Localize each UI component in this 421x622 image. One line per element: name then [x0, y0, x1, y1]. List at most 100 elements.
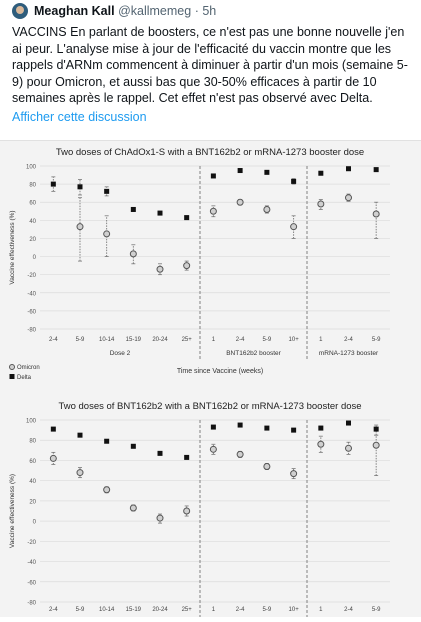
delta-point — [104, 438, 110, 444]
omicron-point — [183, 507, 191, 515]
x-tick-label: 25+ — [182, 337, 193, 343]
delta-point — [210, 173, 216, 179]
delta-point — [77, 432, 83, 438]
x-tick-label: 20-24 — [152, 337, 168, 343]
delta-point — [237, 168, 243, 174]
omicron-point — [129, 504, 137, 512]
delta-point — [157, 450, 163, 456]
delta-point — [318, 170, 324, 176]
y-tick-label: 60 — [29, 201, 36, 207]
y-tick-label: -80 — [27, 328, 36, 334]
y-tick-label: 20 — [29, 237, 36, 243]
y-tick-label: -60 — [27, 309, 36, 315]
x-tick-label: 1 — [319, 607, 323, 613]
x-tick-label: 5-9 — [76, 607, 85, 613]
y-tick-label: -80 — [27, 601, 36, 607]
x-tick-label: 5-9 — [372, 607, 381, 613]
tweet-text: VACCINS En parlant de boosters, ce n'est… — [12, 25, 408, 105]
y-tick-label: 0 — [33, 255, 37, 261]
legend-delta-label: Delta — [17, 375, 32, 381]
legend-omicron-label: Omicron — [17, 365, 40, 371]
x-tick-label: 2-4 — [49, 337, 58, 343]
omicron-point — [317, 440, 325, 448]
y-tick-label: -20 — [27, 273, 36, 279]
x-tick-label: 15-19 — [126, 337, 142, 343]
y-tick-label: 60 — [29, 459, 36, 465]
omicron-point — [76, 223, 84, 231]
omicron-point — [317, 200, 325, 208]
delta-point — [50, 426, 56, 432]
legend-delta-marker — [9, 374, 15, 379]
omicron-point — [263, 205, 271, 213]
y-tick-label: 0 — [33, 520, 37, 526]
delta-point — [77, 184, 83, 190]
y-axis-label: Vaccine effectiveness (%) — [9, 210, 16, 284]
delta-point — [237, 422, 243, 428]
tweet-header: Meaghan Kall @kallmemeg · 5h — [34, 4, 216, 19]
chart-title: Two doses of BNT162b2 with a BNT162b2 or… — [58, 401, 361, 412]
x-tick-label: 2-4 — [344, 337, 353, 343]
y-tick-label: 40 — [29, 479, 36, 485]
delta-point — [50, 181, 56, 187]
group-label: mRNA-1273 booster — [319, 350, 379, 357]
author-avatar[interactable] — [12, 3, 28, 19]
tweet-time[interactable]: 5h — [202, 4, 217, 18]
omicron-point — [345, 194, 352, 202]
group-label: BNT162b2 booster — [226, 350, 281, 357]
y-tick-label: 80 — [29, 439, 36, 445]
delta-point — [318, 425, 324, 431]
omicron-point — [103, 486, 111, 494]
x-axis-label: Time since Vaccine (weeks) — [177, 368, 263, 375]
y-tick-label: 80 — [29, 183, 36, 189]
delta-point — [210, 424, 216, 430]
y-tick-label: 100 — [26, 419, 37, 425]
delta-point — [291, 178, 297, 184]
chart-title: Two doses of ChAdOx1-S with a BNT162b2 o… — [56, 147, 364, 158]
delta-point — [130, 206, 136, 212]
x-tick-label: 2-4 — [236, 337, 245, 343]
effectiveness-charts: Two doses of ChAdOx1-S with a BNT162b2 o… — [9, 147, 390, 622]
omicron-point — [156, 514, 164, 522]
author-handle[interactable]: @kallmemeg — [118, 4, 192, 18]
x-tick-label: 10+ — [289, 337, 300, 343]
omicron-point — [129, 250, 137, 258]
omicron-point — [372, 210, 380, 218]
delta-point — [130, 443, 136, 449]
omicron-point — [372, 441, 380, 449]
omicron-point — [183, 262, 191, 270]
omicron-point — [345, 444, 352, 452]
delta-point — [104, 188, 110, 194]
x-tick-label: 1 — [319, 337, 323, 343]
x-tick-label: 2-4 — [49, 607, 58, 613]
x-tick-label: 2-4 — [344, 607, 353, 613]
omicron-point — [156, 265, 164, 273]
omicron-point — [236, 450, 244, 458]
x-tick-label: 5-9 — [372, 337, 381, 343]
delta-point — [291, 427, 297, 433]
delta-point — [184, 215, 190, 221]
delta-point — [264, 425, 270, 431]
show-thread-link[interactable]: Afficher cette discussion — [12, 110, 147, 124]
x-tick-label: 1 — [212, 607, 216, 613]
omicron-point — [290, 470, 298, 478]
omicron-point — [209, 207, 217, 215]
legend-omicron-marker — [9, 364, 15, 370]
x-tick-label: 20-24 — [152, 607, 168, 613]
separator: · — [194, 4, 199, 18]
x-tick-label: 15-19 — [126, 607, 142, 613]
omicron-point — [76, 469, 84, 477]
x-tick-label: 25+ — [182, 607, 193, 613]
y-tick-label: -60 — [27, 580, 36, 586]
x-tick-label: 5-9 — [76, 337, 85, 343]
tweet-media-image[interactable]: Two doses of ChAdOx1-S with a BNT162b2 o… — [0, 140, 421, 622]
y-tick-label: -20 — [27, 540, 36, 546]
delta-point — [264, 169, 270, 175]
group-label: Dose 2 — [110, 350, 131, 357]
author-name[interactable]: Meaghan Kall — [34, 4, 115, 18]
y-axis-label: Vaccine effectiveness (%) — [9, 474, 16, 548]
x-tick-label: 10-14 — [99, 607, 115, 613]
omicron-point — [236, 198, 244, 206]
x-tick-label: 5-9 — [263, 607, 272, 613]
delta-point — [184, 454, 190, 460]
x-tick-label: 2-4 — [236, 607, 245, 613]
